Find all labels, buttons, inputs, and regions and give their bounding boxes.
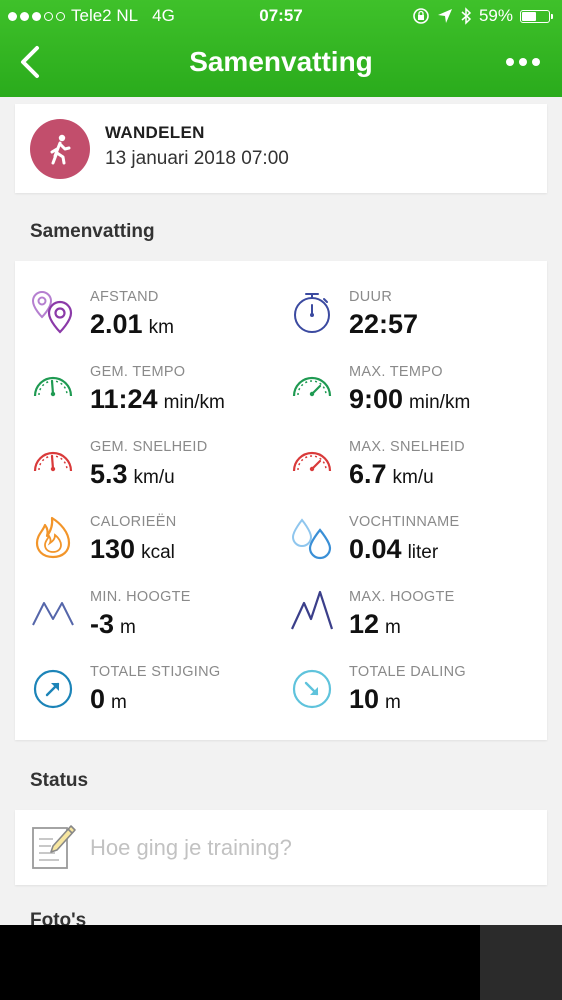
stat-afstand: AFSTAND 2.01 km <box>30 289 290 359</box>
gauge-icon <box>30 364 76 410</box>
stat-max-tempo: MAX. TEMPO 9:00 min/km <box>289 364 549 434</box>
stat-label: TOTALE STIJGING <box>90 664 221 680</box>
stat-value: 130 <box>90 534 136 564</box>
stat-value: 22:57 <box>349 309 419 339</box>
walking-icon <box>30 119 90 179</box>
stat-label: CALORIEËN <box>90 514 177 530</box>
stat-value: 12 <box>349 609 380 639</box>
navigation-bar: Samenvatting <box>0 32 562 97</box>
stopwatch-icon <box>289 289 335 335</box>
activity-date: 13 januari 2018 07:00 <box>105 148 289 169</box>
gauge-icon <box>289 364 335 410</box>
battery-icon <box>520 9 553 23</box>
bottom-overlay-square <box>480 925 562 1000</box>
stat-label: TOTALE DALING <box>349 664 466 680</box>
stat-max-hoogte: MAX. HOOGTE 12 m <box>289 589 549 659</box>
more-options-button[interactable] <box>498 44 548 80</box>
bottom-overlay <box>0 925 562 1000</box>
stat-duur: DUUR 22:57 <box>289 289 549 359</box>
bluetooth-icon <box>461 7 472 25</box>
stat-unit: m <box>120 617 136 638</box>
page-title: Samenvatting <box>189 46 373 77</box>
stat-label: GEM. TEMPO <box>90 364 186 380</box>
stat-unit: km <box>148 317 174 338</box>
stat-unit: liter <box>407 542 439 563</box>
gauge-icon <box>30 439 76 485</box>
rotation-lock-icon <box>413 8 429 24</box>
activity-type: WANDELEN <box>105 123 205 142</box>
stat-unit: min/km <box>163 392 225 413</box>
stat-label: MAX. HOOGTE <box>349 589 455 605</box>
stat-unit: km/u <box>392 467 434 488</box>
stat-unit: m <box>111 692 127 713</box>
more-dots-icon <box>506 58 514 66</box>
note-pencil-icon <box>32 825 76 869</box>
back-button[interactable] <box>8 40 52 84</box>
gauge-icon <box>289 439 335 485</box>
status-section-title: Status <box>30 770 89 791</box>
stat-label: VOCHTINNAME <box>349 514 460 530</box>
status-input-placeholder[interactable]: Hoe ging je training? <box>90 835 292 860</box>
stat-label: AFSTAND <box>90 289 159 305</box>
battery-percentage: 59% <box>478 6 513 25</box>
status-input-card[interactable]: Hoe ging je training? <box>15 810 547 885</box>
stat-totale-daling: TOTALE DALING 10 m <box>289 664 549 734</box>
stat-value: 11:24 <box>90 384 158 414</box>
stat-label: MAX. SNELHEID <box>349 439 465 455</box>
activity-card[interactable]: WANDELEN 13 januari 2018 07:00 <box>15 104 547 193</box>
stat-calorieen: CALORIEËN 130 kcal <box>30 514 290 584</box>
stat-label: DUUR <box>349 289 393 305</box>
stat-label: GEM. SNELHEID <box>90 439 208 455</box>
location-arrow-icon <box>437 9 452 23</box>
carrier-name: Tele2 NL <box>71 6 139 25</box>
status-bar: Tele2 NL 4G 07:57 59% <box>0 0 562 32</box>
summary-card: AFSTAND 2.01 km DUUR 22:57 G <box>15 261 547 740</box>
stat-max-snelheid: MAX. SNELHEID 6.7 km/u <box>289 439 549 509</box>
arrow-up-right-circle-icon <box>30 664 76 710</box>
water-drops-icon <box>289 514 335 560</box>
stat-label: MIN. HOOGTE <box>90 589 191 605</box>
stat-label: MAX. TEMPO <box>349 364 443 380</box>
location-pins-icon <box>30 289 76 335</box>
stat-value: -3 <box>90 609 115 639</box>
mountains-high-icon <box>289 589 335 635</box>
stat-value: 9:00 <box>349 384 404 414</box>
signal-strength-icon <box>8 11 65 21</box>
stat-gem-snelheid: GEM. SNELHEID 5.3 km/u <box>30 439 290 509</box>
network-type: 4G <box>152 6 175 25</box>
stat-unit: kcal <box>141 542 175 563</box>
stat-unit: min/km <box>409 392 471 413</box>
stat-value: 0.04 <box>349 534 402 564</box>
stat-value: 5.3 <box>90 459 128 489</box>
stat-gem-tempo: GEM. TEMPO 11:24 min/km <box>30 364 290 434</box>
flame-icon <box>30 514 76 560</box>
stat-value: 10 <box>349 684 380 714</box>
summary-section-title: Samenvatting <box>30 221 155 242</box>
stat-unit: km/u <box>133 467 175 488</box>
stat-unit: m <box>385 692 401 713</box>
stat-value: 2.01 <box>90 309 143 339</box>
mountains-low-icon <box>30 589 76 635</box>
stat-value: 6.7 <box>349 459 387 489</box>
app-header: Tele2 NL 4G 07:57 59% <box>0 0 562 97</box>
stat-vochtinname: VOCHTINNAME 0.04 liter <box>289 514 549 584</box>
stat-unit: m <box>385 617 401 638</box>
chevron-left-icon <box>21 46 39 78</box>
stat-min-hoogte: MIN. HOOGTE -3 m <box>30 589 290 659</box>
arrow-down-right-circle-icon <box>289 664 335 710</box>
stat-value: 0 <box>90 684 106 714</box>
